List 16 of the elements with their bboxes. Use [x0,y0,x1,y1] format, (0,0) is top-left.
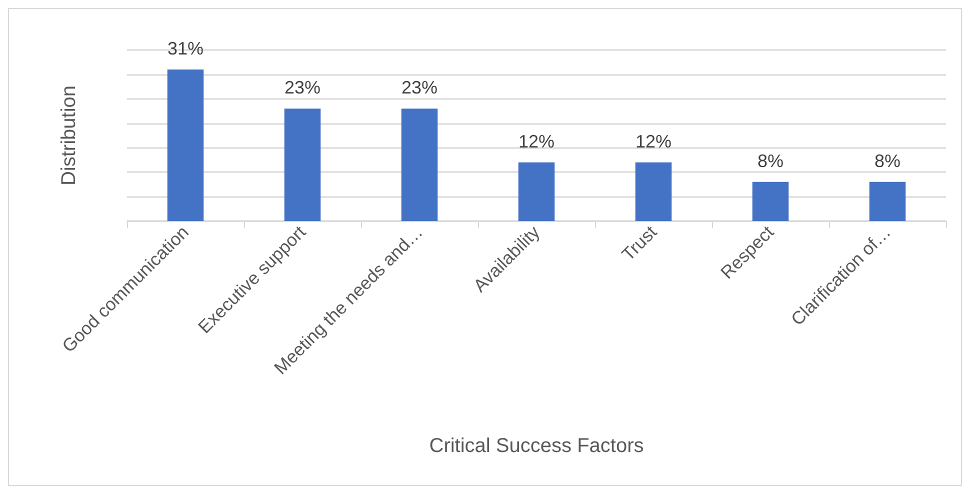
bar [284,108,321,221]
bar [635,162,672,221]
data-label: 12% [518,131,555,152]
bar [869,182,906,221]
bar [401,108,438,221]
bar [167,70,204,221]
data-label: 23% [284,78,321,98]
y-axis-title: Distribution [58,85,80,186]
data-label: 8% [757,150,784,171]
data-label: 23% [401,78,438,98]
bar [518,162,555,221]
data-label: 31% [167,38,204,59]
data-label: 12% [635,131,672,152]
data-label: 8% [874,150,901,171]
bar [752,182,789,221]
x-axis-title: Critical Success Factors [429,435,644,457]
